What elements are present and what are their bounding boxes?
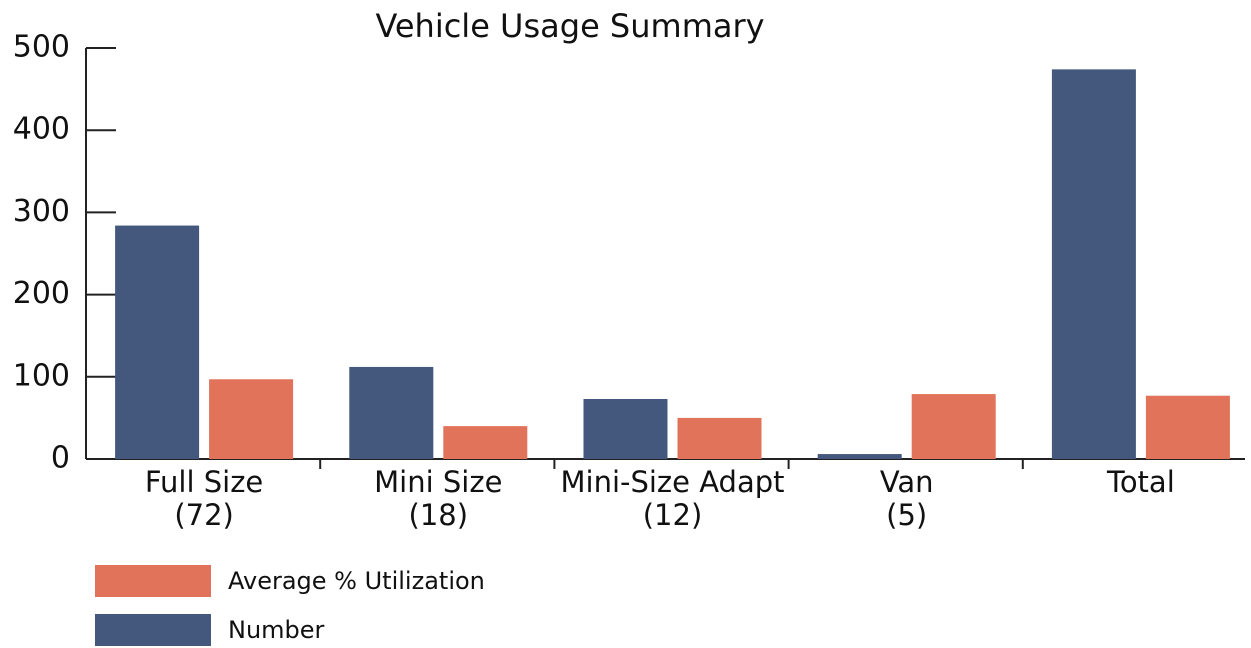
y-tick-label: 200: [13, 276, 70, 311]
bar: [209, 379, 294, 459]
x-tick-label: Mini Size: [374, 465, 502, 499]
y-tick-label: 300: [13, 194, 70, 229]
bar: [1051, 69, 1136, 459]
bar: [583, 398, 668, 459]
legend-swatch: [95, 614, 211, 646]
legend-swatch: [95, 565, 211, 597]
y-tick-label: 400: [13, 112, 70, 147]
x-tick-label: Van: [880, 465, 934, 499]
bar: [443, 426, 528, 459]
x-tick-label: (5): [886, 498, 927, 532]
legend-label: Average % Utilization: [228, 567, 485, 595]
bar: [115, 225, 200, 459]
x-tick-label: (72): [174, 498, 234, 532]
y-tick-label: 500: [13, 30, 70, 65]
x-tick-label: Mini-Size Adapt: [560, 465, 784, 499]
legend-label: Number: [228, 616, 325, 644]
bar: [911, 394, 996, 459]
x-tick-label: (18): [409, 498, 469, 532]
bar: [1145, 395, 1230, 459]
x-tick-label: Total: [1106, 465, 1175, 499]
y-tick-label: 100: [13, 358, 70, 393]
bar: [349, 366, 434, 459]
x-tick-label: (12): [643, 498, 703, 532]
y-tick-label: 0: [51, 441, 70, 476]
bar: [677, 417, 762, 459]
bar: [817, 454, 902, 459]
chart-title: Vehicle Usage Summary: [375, 7, 764, 45]
x-tick-label: Full Size: [145, 465, 263, 499]
